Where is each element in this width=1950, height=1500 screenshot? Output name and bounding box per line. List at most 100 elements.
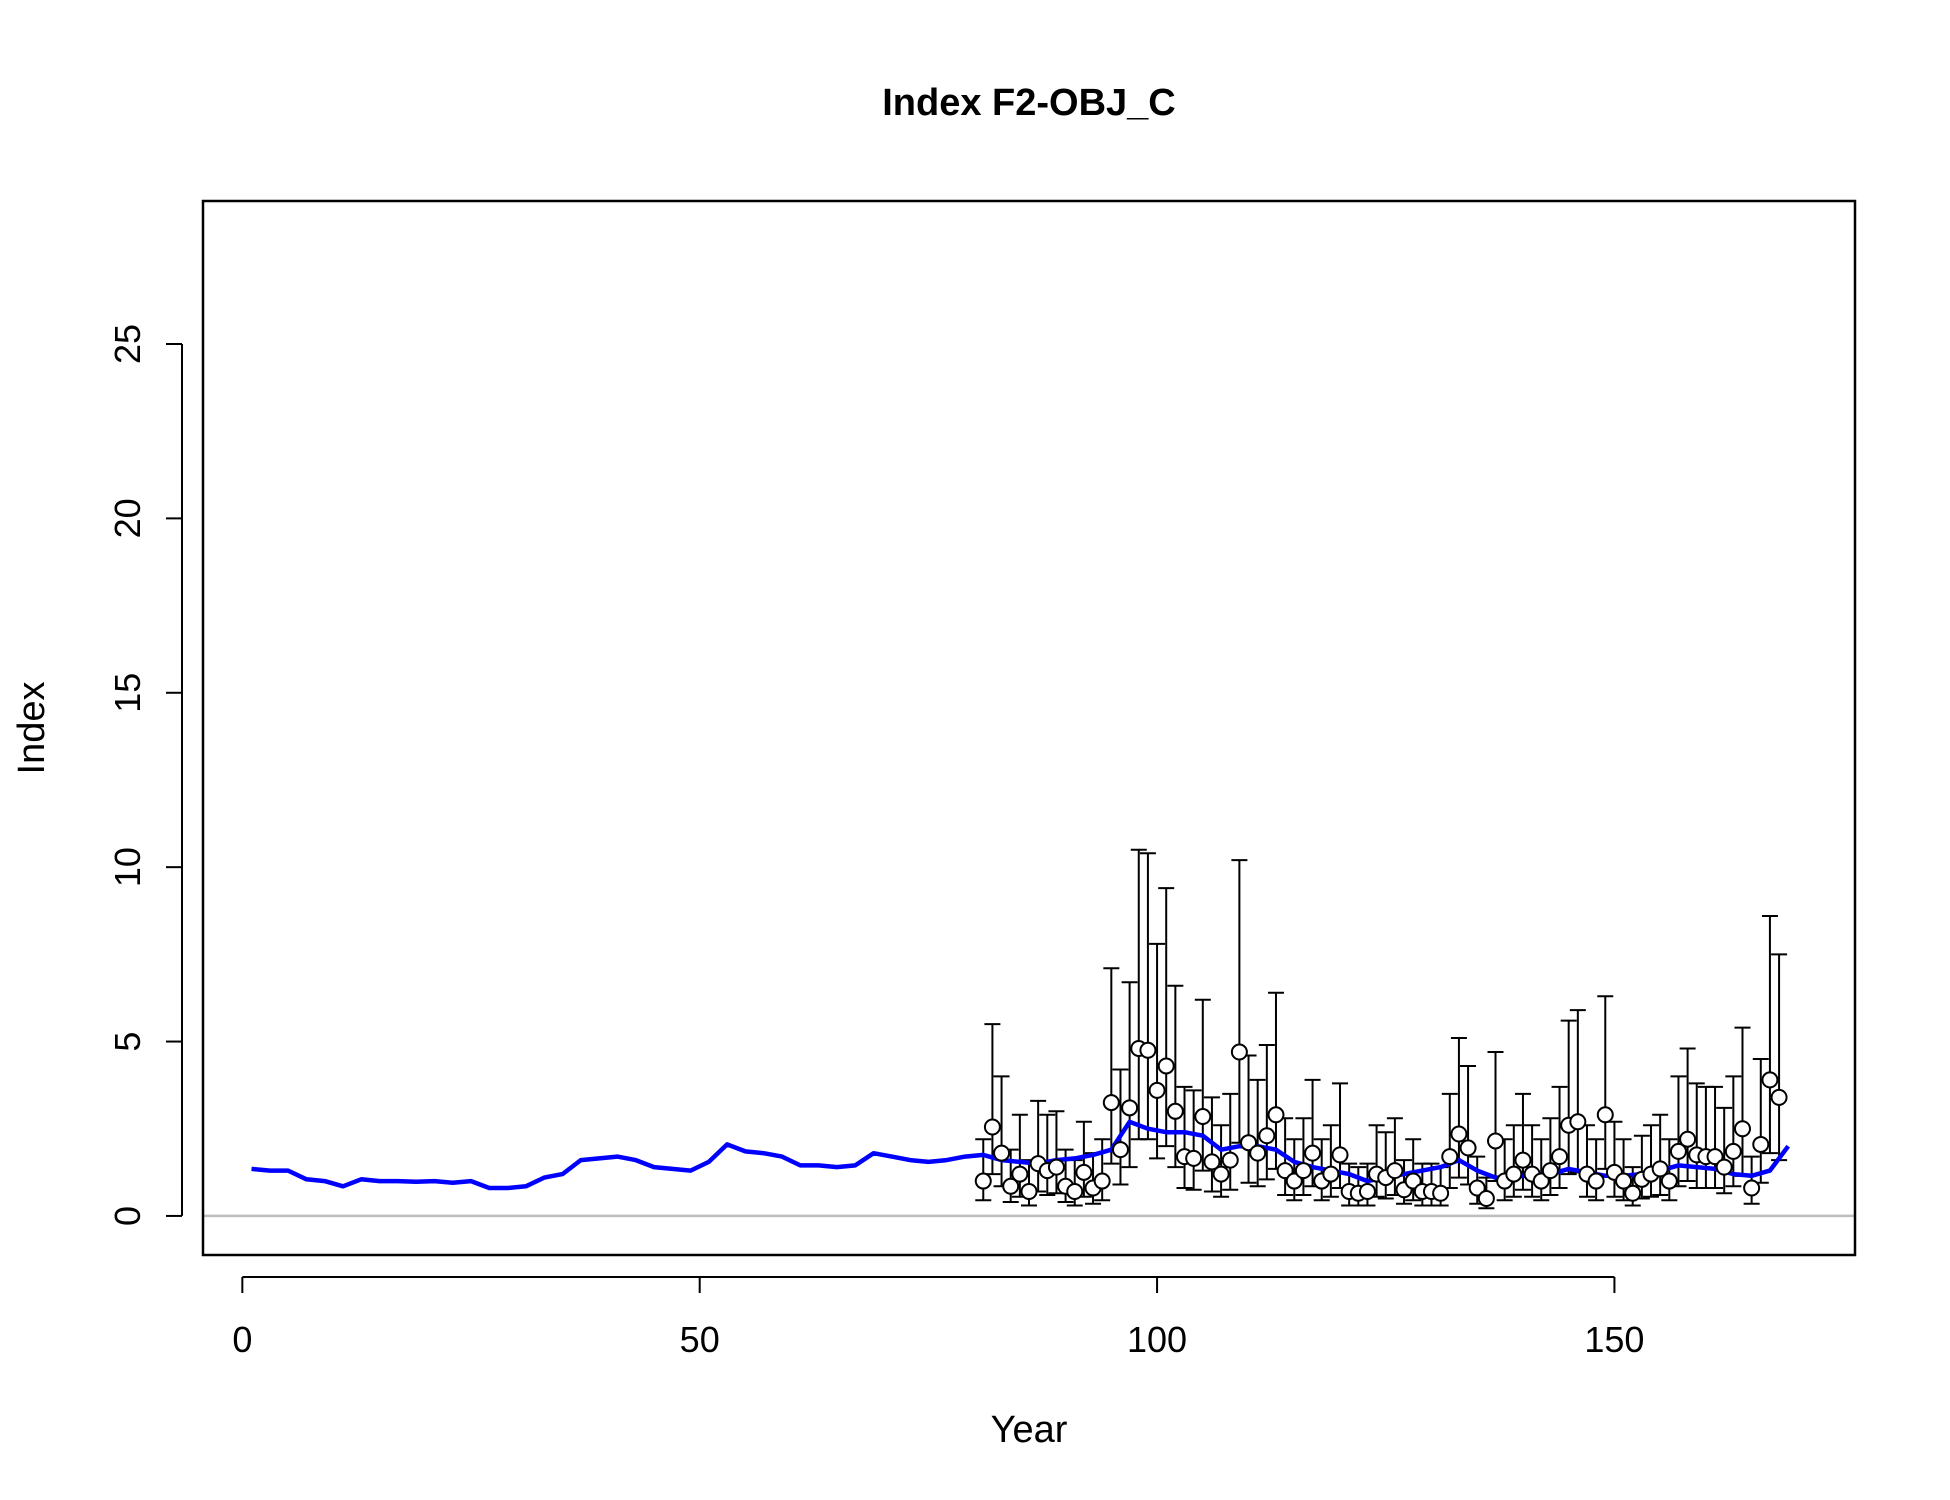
observation-point [1386, 1162, 1404, 1180]
observation-point [1230, 1043, 1248, 1061]
error-bar [1130, 848, 1147, 1141]
x-tick-label: 0 [232, 1319, 252, 1360]
error-bar [1149, 942, 1166, 1160]
observation-point [1240, 1134, 1258, 1152]
observation-point [1404, 1172, 1422, 1190]
x-axis-label: Year [991, 1409, 1068, 1451]
observation-point [1459, 1139, 1477, 1157]
error-bar [1295, 1117, 1312, 1197]
observation-point [1304, 1144, 1322, 1162]
error-bar [1103, 967, 1120, 1165]
observation-point [1624, 1184, 1642, 1202]
plot-area [203, 848, 1855, 1218]
error-bar [1588, 1138, 1605, 1202]
error-bar [1322, 1124, 1339, 1198]
error-bar [1158, 887, 1175, 1148]
observation-point [1587, 1172, 1605, 1190]
observation-point [1121, 1099, 1139, 1117]
y-tick-label: 5 [107, 1032, 148, 1052]
observation-point [1358, 1183, 1376, 1201]
observation-point [1715, 1158, 1733, 1176]
observation-point [1487, 1132, 1505, 1150]
error-bar [1670, 1075, 1687, 1188]
observation-point [1258, 1127, 1276, 1145]
observation-point [1322, 1165, 1340, 1183]
observation-point [1002, 1177, 1020, 1195]
observation-point [1148, 1081, 1166, 1099]
observation-point [1166, 1102, 1184, 1120]
error-bar [1167, 984, 1184, 1169]
observation-point [983, 1118, 1001, 1136]
observation-point [1203, 1153, 1221, 1171]
error-bar [1240, 1054, 1257, 1184]
x-tick-label: 50 [680, 1319, 720, 1360]
observation-point [1514, 1151, 1532, 1169]
observation-point [1157, 1057, 1175, 1075]
observation-point [1047, 1158, 1065, 1176]
error-bar [1505, 1124, 1522, 1198]
observation-point [1477, 1189, 1495, 1207]
error-bar [1761, 914, 1778, 1155]
error-bar [1679, 1047, 1696, 1183]
y-tick-label: 20 [107, 498, 148, 538]
observation-point [1285, 1172, 1303, 1190]
observation-point [1551, 1148, 1569, 1166]
error-bar [1112, 1068, 1129, 1186]
observation-point [1770, 1088, 1788, 1106]
error-bar [1597, 995, 1614, 1170]
error-bar [1524, 1124, 1541, 1198]
observation-point [1331, 1146, 1349, 1164]
observation-point [1669, 1142, 1687, 1160]
x-tick-label: 100 [1127, 1319, 1187, 1360]
error-bar [1039, 1113, 1056, 1197]
error-bar [1560, 1019, 1577, 1176]
observation-point [1102, 1094, 1120, 1112]
observation-point [1761, 1071, 1779, 1089]
observation-point [1276, 1162, 1294, 1180]
observation-point [1733, 1120, 1751, 1138]
error-bar [1643, 1124, 1660, 1198]
observation-point [1093, 1172, 1111, 1190]
y-axis: 0 5 10 15 20 25 [107, 324, 183, 1226]
observation-point [1011, 1165, 1029, 1183]
observation-point [1294, 1162, 1312, 1180]
error-bar [1450, 1037, 1467, 1179]
chart-title: Index F2-OBJ_C [882, 82, 1176, 124]
observation-point [1541, 1162, 1559, 1180]
observation-point [1450, 1125, 1468, 1143]
observation-point [1185, 1149, 1203, 1167]
observation-point [1505, 1165, 1523, 1183]
y-tick-label: 0 [107, 1206, 148, 1226]
observation-point [1752, 1135, 1770, 1153]
observation-point [1267, 1106, 1285, 1124]
observation-point [1724, 1142, 1742, 1160]
observation-point [1139, 1041, 1157, 1059]
plot-frame [201, 199, 1857, 1257]
error-bar [1652, 1113, 1669, 1197]
error-bar [1213, 1124, 1230, 1198]
error-bar [1725, 1075, 1742, 1188]
error-bar [1121, 981, 1138, 1169]
y-tick-label: 10 [107, 847, 148, 887]
error-bar [1249, 1078, 1266, 1188]
x-tick-label: 150 [1584, 1319, 1644, 1360]
error-bar [1405, 1138, 1422, 1202]
observation-point [1532, 1172, 1550, 1190]
observation-point [993, 1144, 1011, 1162]
observation-point [1066, 1183, 1084, 1201]
error-bar [1569, 1009, 1586, 1174]
observation-point [974, 1172, 992, 1190]
error-bar [1176, 1085, 1193, 1190]
error-bar [975, 1138, 992, 1202]
observation-point [1020, 1183, 1038, 1201]
y-tick-label: 25 [107, 324, 148, 364]
error-bar [1194, 998, 1211, 1172]
error-bar [1697, 1085, 1714, 1190]
observation-point [1111, 1141, 1129, 1159]
observation-point [1221, 1151, 1239, 1169]
error-bar [1185, 1089, 1202, 1191]
error-bar [1533, 1138, 1550, 1202]
error-bar [1139, 852, 1156, 1141]
error-bar [1094, 1138, 1111, 1202]
